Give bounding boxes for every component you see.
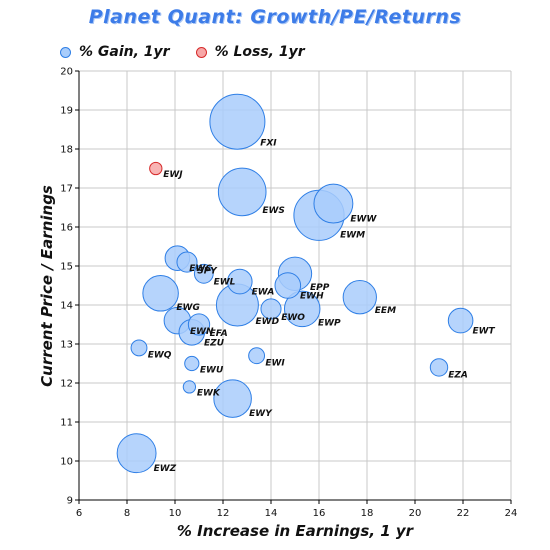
x-tick-label: 16 [313,508,326,519]
x-tick-label: 18 [361,508,374,519]
data-label-ewi: EWI [265,358,285,368]
x-tick-label: 22 [457,508,470,519]
data-label-ewz: EWZ [154,464,177,474]
bubble-ewp [283,290,321,328]
y-tick-label: 18 [60,145,73,156]
data-label-ewp: EWP [318,319,341,329]
bubble-ewt [447,307,474,334]
bubble-ewz [116,433,157,474]
y-tick-label: 16 [60,223,73,234]
data-label-fxi: FXI [260,138,277,148]
data-label-efa: EFA [210,329,228,339]
x-tick-label: 8 [124,508,130,519]
bubble-fxi [209,93,266,150]
legend-entry-gain: % Gain, 1yr [60,44,170,60]
bubble-ewg [142,275,179,312]
data-label-ewu: EWU [200,366,224,376]
y-axis-title: Current Price / Earnings [38,185,56,387]
data-label-ewh: EWH [300,292,324,302]
y-tick-label: 19 [60,106,73,117]
data-label-ewg: EWG [176,303,199,313]
bubbles [116,93,474,474]
bubble-ewl [193,263,214,284]
data-label-ews: EWS [262,206,285,216]
data-label-ewy: EWY [249,409,273,419]
y-tick-label: 10 [60,457,73,468]
data-label-ewq: EWQ [148,351,172,361]
bubble-ewh [274,272,302,299]
bubble-eem [342,280,377,315]
bubble-efa [187,313,211,336]
data-label-ewj: EWJ [163,170,183,180]
x-axis-title: % Increase in Earnings, 1 yr [176,522,414,540]
bubble-ewa [227,268,253,295]
bubble-ewj [149,161,163,176]
x-tick-label: 12 [217,508,230,519]
bubble-eza [429,358,449,377]
y-tick-label: 15 [60,262,73,273]
data-label-eww: EWW [350,215,377,225]
data-label-epp: EPP [310,283,330,293]
bubble-ewy [213,379,252,418]
legend-label-loss: % Loss, 1yr [214,44,305,60]
x-tick-label: 14 [265,508,278,519]
bubble-ews [217,167,267,217]
data-label-ewo: EWO [281,313,305,323]
data-label-ezu: EZU [204,339,225,349]
data-label-eza: EZA [448,371,468,381]
data-label-ewm: EWM [340,230,365,240]
y-tick-label: 13 [60,340,73,351]
data-label-ewa: EWA [252,287,275,297]
y-tick-label: 14 [60,301,73,312]
data-label-spy: SPY [197,266,218,276]
legend: % Gain, 1yr % Loss, 1yr [60,42,331,62]
x-tick-label: 20 [409,508,422,519]
bubble-ewi [248,347,266,365]
x-tick-label: 6 [76,508,82,519]
bubble-ewq [130,339,148,357]
y-tick-label: 9 [67,496,73,507]
y-tick-label: 17 [60,184,73,195]
bubble-ewu [184,355,200,372]
legend-swatch-gain [60,46,71,58]
legend-swatch-loss [195,46,207,58]
axes [75,70,512,504]
bubble-ewo [260,298,282,320]
data-label-ewc: EWC [189,264,212,274]
data-label-ewt: EWT [472,326,495,336]
x-tick-label: 24 [505,508,518,519]
bubble-spy [176,251,198,273]
y-tick-label: 12 [60,379,73,390]
chart-title: Planet Quant: Growth/PE/Returns [88,6,462,28]
y-tick-label: 20 [60,67,73,78]
data-label-ewk: EWK [197,388,221,398]
data-label-eem: EEM [375,306,396,316]
data-label-ewl: EWL [214,278,236,288]
bubble-ewk [182,380,197,394]
legend-label-gain: % Gain, 1yr [79,44,170,60]
legend-entry-loss: % Loss, 1yr [195,44,305,60]
bubble-eww [313,183,354,224]
x-tick-label: 10 [169,508,182,519]
data-label-ewn: EWN [190,327,214,337]
y-tick-label: 11 [60,418,73,429]
data-label-ewd: EWD [256,317,280,327]
tick-labels: 6 8 10 12 14 16 18 20 22 24 9 10 11 12 13 14 15 16 17 18 19 2… [60,67,517,520]
